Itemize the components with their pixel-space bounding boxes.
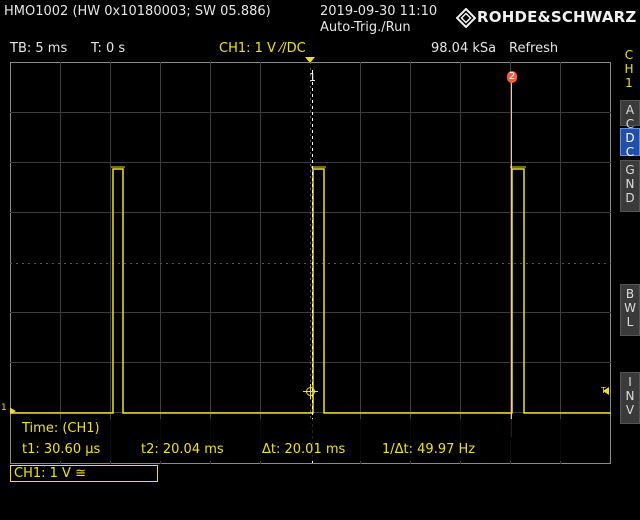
- trigger-position-icon: [305, 57, 315, 63]
- ch1-status-box[interactable]: CH1: 1 V ≅: [10, 465, 158, 482]
- trigger-level-label: T: [601, 386, 606, 395]
- measurement-t1: t1: 30.60 µs: [22, 442, 101, 457]
- sample-rate: 98.04 kSa: [431, 41, 497, 56]
- trigger-time[interactable]: T: 0 s: [91, 41, 126, 56]
- brand-name: ROHDE&SCHWARZ: [477, 8, 637, 26]
- trigger-status: Auto-Trig./Run: [320, 20, 411, 35]
- rs-diamond-icon: [456, 8, 476, 28]
- measurement-t2: t2: 20.04 ms: [141, 442, 224, 457]
- ch1-setting[interactable]: CH1: 1 V ⁄/DC: [219, 41, 306, 56]
- brand-logo: ROHDE&SCHWARZ: [456, 8, 636, 28]
- cursor-2-label[interactable]: 2: [507, 71, 517, 83]
- device-model: HMO1002 (HW 0x10180003; SW 05.886): [4, 4, 271, 19]
- cursor-1-label[interactable]: 1: [309, 71, 316, 84]
- sidebar-channel-label: C H 1: [624, 48, 634, 90]
- waveform-display[interactable]: 1 2 1 T: [1, 62, 611, 464]
- timebase[interactable]: TB: 5 ms: [10, 41, 68, 56]
- measurement-inv-dt: 1/Δt: 49.97 Hz: [382, 442, 476, 457]
- waveform-graticule: [10, 62, 611, 464]
- acquire-mode: Refresh: [509, 41, 559, 56]
- measurement-title: Time: (CH1): [22, 421, 100, 436]
- status-area: 2019-09-30 11:10 Auto-Trig./Run: [320, 4, 437, 36]
- measurement-dt: Δt: 20.01 ms: [262, 442, 346, 457]
- datetime: 2019-09-30 11:10: [320, 4, 438, 19]
- channel-ground-label: 1: [1, 403, 7, 413]
